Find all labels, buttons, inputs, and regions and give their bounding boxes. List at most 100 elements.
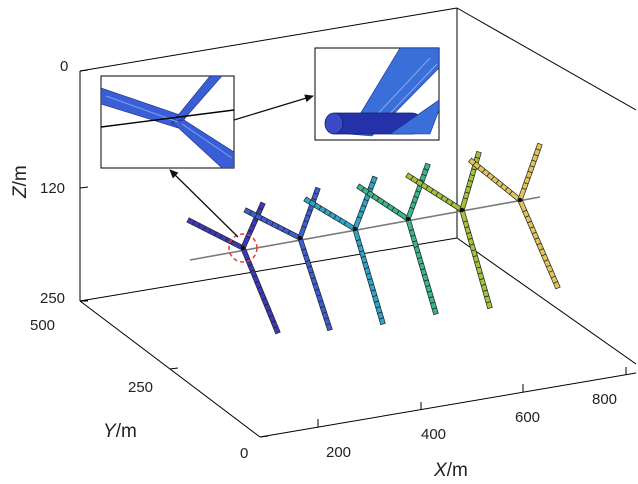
blade-segment-mark — [372, 295, 378, 298]
blade-segment-mark — [548, 270, 554, 273]
z-axis: 0 120 250 Z/m — [10, 58, 89, 307]
blade-segment-mark — [464, 226, 470, 229]
blade-segment-mark — [422, 273, 427, 276]
blade-segment-mark — [247, 263, 253, 267]
blade-segment-mark — [484, 295, 490, 298]
blade-segment-mark — [323, 317, 329, 320]
blade-segment-mark — [361, 204, 367, 208]
blade-segment-mark — [254, 213, 258, 218]
blade-segment-mark — [417, 257, 422, 260]
blade-segment-mark — [316, 294, 322, 297]
y-tick-mark — [169, 367, 179, 370]
blade-segment-mark — [430, 301, 436, 304]
blade-segment-mark — [328, 211, 332, 217]
blade-segment-mark — [364, 267, 369, 270]
blade-segment-mark — [367, 278, 373, 281]
blade-segment-mark — [203, 226, 206, 231]
turbine-hub — [240, 245, 246, 251]
inset-nacelle-closeup — [314, 47, 440, 141]
blade-segment-mark — [476, 266, 481, 269]
x-axis-title: X/m — [433, 460, 468, 481]
blade-segment-mark — [305, 214, 311, 217]
blade-segment-mark — [313, 202, 317, 208]
y-tick-label: 0 — [240, 445, 248, 462]
blade-segment-mark — [430, 188, 434, 194]
y-axis: 500 250 0 Y/m — [30, 300, 269, 462]
blade-segment-mark — [378, 317, 384, 320]
blade-segment-mark — [529, 165, 535, 168]
turbine-blade-upper — [352, 175, 378, 231]
blade-segment-mark — [523, 182, 529, 185]
blade-segment-mark — [500, 183, 504, 188]
y-tick-mark — [259, 435, 269, 438]
blade-segment-mark — [287, 230, 291, 235]
x-tick-label: 800 — [592, 391, 617, 408]
blade-segment-mark — [376, 197, 380, 202]
blade-segment-mark — [420, 182, 424, 187]
blade-segment-mark — [474, 260, 480, 263]
blade-segment-mark — [338, 217, 342, 223]
blade-segment-mark — [375, 306, 381, 309]
blade-segment-mark — [541, 253, 547, 257]
blade-segment-mark — [415, 179, 419, 184]
blade-segment-mark — [265, 218, 269, 224]
blade-segment-mark — [308, 199, 312, 205]
blade-segment-mark — [485, 301, 491, 304]
blade-segment-mark — [370, 181, 376, 185]
turbine-blade-left — [468, 157, 522, 203]
blade-segment-mark — [396, 210, 400, 215]
blade-segment-mark — [469, 174, 475, 177]
blade-segment-mark — [365, 272, 371, 275]
blade-segment-mark — [425, 285, 431, 288]
blade-segment-mark — [463, 197, 468, 200]
blade-segment-mark — [307, 265, 312, 268]
blade-segment-mark — [254, 280, 260, 284]
blade-segment-mark — [356, 239, 361, 242]
turbine-hub — [297, 235, 303, 241]
blade-segment-mark — [509, 190, 513, 195]
blade-segment-mark — [323, 208, 327, 214]
blade-segment-mark — [377, 311, 383, 314]
blade-segment-mark — [477, 165, 481, 170]
blade-segment-mark — [361, 187, 365, 192]
blade-segment-mark — [482, 289, 488, 292]
blade-segment-mark — [225, 237, 228, 242]
blade-segment-mark — [248, 229, 253, 233]
blade-segment-mark — [531, 159, 537, 162]
blade-segment-mark — [535, 148, 541, 151]
blade-segment-mark — [418, 262, 424, 265]
inset-blade — [389, 99, 439, 135]
blade-segment-mark — [413, 245, 419, 248]
turbine-group — [186, 142, 561, 335]
blade-segment-mark — [368, 187, 373, 190]
inset-nacelle-cap — [324, 112, 344, 135]
inset-blade-stripe — [105, 95, 179, 123]
blade-segment-mark — [450, 201, 454, 206]
blade-segment-mark — [490, 176, 495, 181]
blade-segment-mark — [543, 259, 549, 262]
z-tick-label: 250 — [40, 290, 65, 307]
blade-segment-mark — [219, 234, 223, 240]
blade-segment-mark — [303, 220, 309, 223]
blade-segment-mark — [264, 303, 269, 306]
blade-segment-mark — [534, 237, 539, 240]
turbine-hub — [405, 216, 411, 222]
blade-segment-mark — [261, 297, 267, 301]
inset-hub-closeup — [100, 75, 235, 169]
blade-segment-mark — [257, 286, 262, 289]
blade-segment-mark — [495, 179, 500, 184]
blade-segment-mark — [310, 277, 316, 280]
turbine-row-line — [189, 196, 541, 261]
inset-shaft-line — [101, 109, 234, 128]
blade-segment-mark — [214, 231, 217, 237]
blade-segment-mark — [539, 248, 544, 251]
blade-segment-mark — [192, 220, 195, 226]
inset-blade — [101, 87, 187, 129]
blade-segment-mark — [360, 255, 366, 258]
blade-segment-mark — [303, 254, 308, 257]
blade-segment-mark — [325, 323, 331, 326]
blade-segment-mark — [536, 242, 542, 246]
blade-segment-mark — [445, 198, 449, 203]
arrow-inset-to-inset — [233, 94, 314, 121]
